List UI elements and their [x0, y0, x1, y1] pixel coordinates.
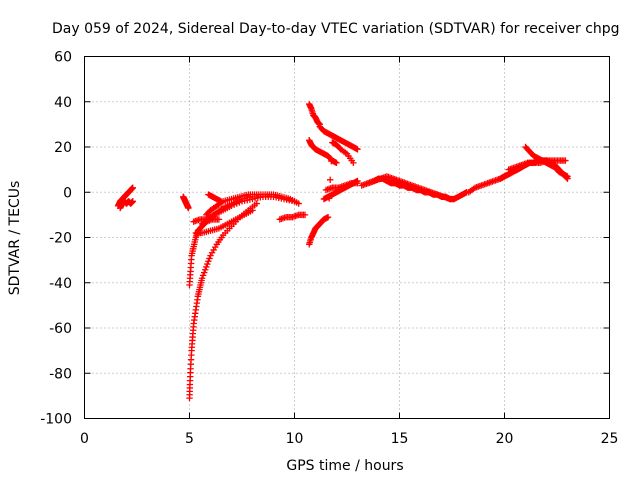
x-tick-label: 10 [286, 431, 304, 447]
data-point [354, 180, 361, 187]
x-axis-label: GPS time / hours [286, 458, 403, 474]
x-tick-label: 25 [601, 431, 619, 447]
data-point [205, 258, 212, 265]
y-tick-label: -60 [49, 321, 72, 337]
data-point [301, 211, 309, 219]
y-tick-label: -20 [49, 231, 72, 247]
data-point [199, 272, 207, 279]
y-tick-label: 40 [54, 95, 72, 111]
data-point [354, 146, 361, 153]
data-point [333, 159, 340, 167]
data-points [114, 100, 571, 402]
data-point [206, 255, 213, 262]
data-point [129, 184, 136, 191]
grid-lines [84, 56, 610, 419]
series-arc-13 [306, 100, 323, 128]
series-arc-4 [186, 193, 256, 289]
y-axis-label: SDTVAR / TECUs [7, 181, 23, 296]
series-arc-14 [316, 123, 361, 153]
data-point [350, 159, 357, 167]
series-arc-12 [306, 139, 357, 248]
series-arc-7 [192, 207, 256, 237]
axis-ticks [84, 56, 610, 419]
series-arc-19 [358, 173, 454, 203]
y-tick-label: 0 [63, 185, 72, 201]
data-point [253, 200, 260, 207]
y-tick-label: 20 [54, 140, 72, 156]
series-arc-11 [276, 211, 309, 223]
series-arc-2 [117, 198, 136, 212]
data-point [201, 269, 208, 276]
data-point [215, 216, 223, 223]
data-point [198, 275, 206, 282]
chart-title: Day 059 of 2024, Sidereal Day-to-day VTE… [52, 21, 620, 37]
data-point [446, 195, 454, 203]
data-point [129, 198, 136, 205]
y-tick-label: -80 [49, 366, 72, 382]
y-tick-label: -40 [49, 276, 72, 292]
series-arc-17 [322, 180, 361, 194]
data-point [324, 213, 332, 221]
x-tick-label: 15 [391, 431, 409, 447]
plot-frame [84, 56, 610, 419]
data-point [204, 260, 211, 268]
data-point [562, 157, 569, 164]
data-point [203, 263, 210, 271]
y-tick-label: -100 [40, 412, 72, 428]
data-point [185, 204, 192, 212]
x-tick-label: 0 [80, 431, 89, 447]
data-point [295, 200, 302, 207]
data-point [217, 198, 225, 205]
series-arc-22 [505, 157, 569, 173]
series-arc-10 [205, 191, 225, 205]
series-arc-3 [180, 193, 192, 212]
x-tick-label: 20 [496, 431, 514, 447]
data-point [327, 176, 334, 184]
data-point [202, 266, 209, 273]
series-arc-15 [306, 137, 340, 167]
data-point [249, 207, 256, 214]
series-arc-9 [198, 216, 223, 228]
series-arc-23 [497, 164, 525, 182]
series-arc-5 [186, 200, 260, 402]
y-tick-label: 60 [54, 50, 72, 66]
data-point [564, 173, 571, 180]
x-tick-label: 5 [185, 431, 194, 447]
tick-labels: 0 5 10 15 20 25 -100 -80 -60 -40 -20 0 20 40 60 [40, 50, 618, 448]
data-point [518, 164, 525, 171]
